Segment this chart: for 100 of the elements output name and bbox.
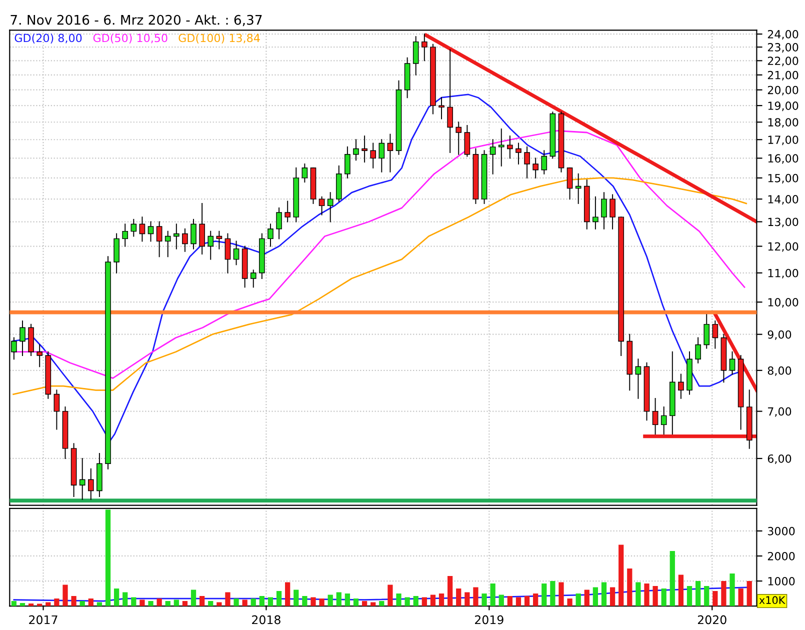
bar [88, 598, 94, 606]
bar [62, 584, 68, 606]
bar [174, 600, 179, 606]
text: GD(50) 10,50 [93, 34, 168, 44]
bar [328, 594, 333, 606]
candlestick [327, 192, 334, 222]
bar [71, 596, 76, 606]
y-tick-label: 13,00 [768, 218, 798, 228]
candlestick [464, 125, 470, 157]
bar [644, 584, 650, 606]
y-tick-label: 15,00 [768, 174, 798, 184]
candlestick [592, 196, 598, 230]
bar [190, 590, 196, 606]
bar [473, 587, 478, 606]
candlestick [182, 228, 188, 252]
candlestick [276, 207, 282, 240]
bar [310, 597, 316, 606]
bar [567, 598, 572, 606]
candlestick [412, 36, 419, 76]
y-axis-title: x10K [759, 596, 786, 604]
bar [413, 596, 418, 606]
y-tick-label: 11,00 [768, 268, 798, 278]
bar [234, 598, 239, 606]
bar [456, 588, 462, 606]
candlestick [610, 194, 616, 230]
bar [695, 581, 701, 606]
y-tick-label: 17,00 [768, 136, 798, 146]
bar [430, 594, 436, 606]
y-tick-label: 8,00 [768, 366, 792, 376]
bar [140, 600, 145, 606]
candlestick [174, 224, 180, 250]
bar [250, 598, 256, 606]
text: GD(20) 8,00 [14, 34, 82, 44]
bar [746, 581, 752, 606]
bar [738, 588, 744, 606]
line-series [12, 94, 746, 442]
y-tick-label: 10,00 [768, 298, 798, 308]
bar [344, 594, 350, 606]
bar [516, 597, 522, 606]
candlestick [284, 200, 290, 222]
candlestick [208, 230, 214, 260]
x-tick-label: 2020 [698, 615, 726, 624]
bar [627, 568, 632, 606]
bar [131, 597, 136, 606]
bar [498, 594, 504, 606]
bar [242, 600, 248, 606]
y-tick-label: 6,00 [768, 454, 792, 464]
y-tick-label: 21,00 [768, 70, 798, 80]
y-tick-label: 20,00 [768, 86, 798, 96]
candlestick [318, 196, 325, 216]
bar [704, 586, 710, 606]
bar [268, 597, 274, 606]
candlestick [216, 230, 222, 250]
bar [601, 582, 607, 606]
bar [388, 584, 393, 606]
bar [610, 587, 616, 606]
bar [276, 591, 282, 606]
candlestick [139, 216, 146, 242]
bar [165, 601, 170, 606]
candlestick [156, 221, 162, 258]
candlestick [566, 167, 573, 200]
candlestick [79, 458, 86, 500]
line-series [12, 130, 746, 379]
bar [285, 582, 290, 606]
candlestick [498, 128, 504, 166]
y-tick-label: 18,00 [768, 118, 798, 128]
candlestick [660, 406, 667, 434]
candlestick [729, 351, 736, 375]
candlestick [20, 320, 26, 356]
bar [208, 601, 214, 606]
bar [225, 592, 230, 606]
chart-title: 7. Nov 2016 - 6. Mrz 2020 - Akt. : 6,37 [10, 14, 262, 26]
candlestick [233, 240, 240, 266]
candlestick [88, 468, 94, 500]
y-tick-label: 2000 [768, 552, 795, 560]
candlestick [516, 142, 522, 164]
bar [558, 582, 564, 606]
bar [712, 591, 718, 606]
y-tick-label: 16,00 [768, 154, 798, 164]
bar [379, 601, 384, 606]
x-tick-label: 2019 [475, 615, 504, 624]
bar [464, 592, 470, 606]
y-tick-label: 9,00 [768, 330, 792, 340]
bar [730, 574, 735, 606]
candlestick [353, 139, 359, 161]
bar [652, 586, 658, 606]
bar [592, 587, 598, 606]
bar [438, 594, 444, 606]
bar [80, 601, 85, 606]
bar [96, 602, 102, 606]
bar [54, 598, 60, 606]
candlestick [54, 390, 60, 430]
candlestick [378, 139, 385, 172]
bar [216, 602, 222, 606]
candlestick [490, 139, 496, 174]
candlestick [114, 233, 120, 274]
bar [422, 597, 427, 606]
candlestick [541, 150, 548, 174]
text: GD(100) 13,84 [178, 34, 260, 44]
bar [678, 574, 684, 606]
